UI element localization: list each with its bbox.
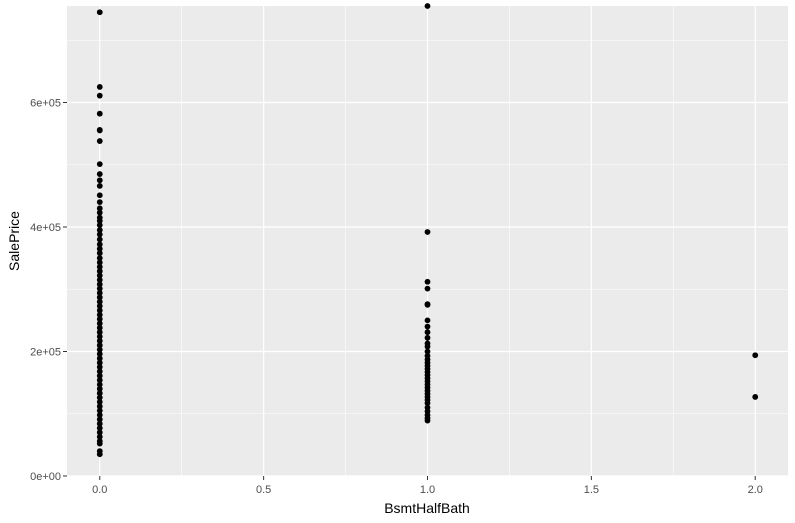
data-point: [96, 320, 103, 327]
data-point: [96, 255, 103, 262]
x-tick-label: 0.5: [256, 484, 271, 496]
data-point: [424, 317, 431, 324]
data-point: [96, 84, 103, 90]
data-point: [96, 403, 103, 410]
data-point: [96, 161, 103, 168]
data-point: [96, 316, 103, 323]
data-point: [96, 440, 103, 447]
data-point: [96, 433, 103, 440]
data-point: [96, 285, 103, 292]
data-point: [96, 222, 103, 229]
data-point: [96, 205, 103, 212]
data-point: [96, 209, 103, 216]
data-point: [96, 92, 103, 99]
data-point: [96, 231, 103, 238]
data-point: [424, 400, 431, 407]
data-point: [96, 259, 103, 266]
data-point: [96, 192, 103, 199]
data-point: [96, 245, 103, 252]
data-point: [96, 227, 103, 234]
data-points: [96, 3, 759, 458]
data-point: [96, 263, 103, 270]
data-point: [96, 290, 103, 296]
data-point: [96, 346, 103, 353]
data-point: [96, 412, 103, 418]
data-point: [96, 236, 103, 243]
data-point: [96, 303, 103, 309]
data-point: [96, 298, 103, 305]
y-tick-label: 2e+05: [30, 346, 61, 358]
y-tick-label: 0e+00: [30, 471, 61, 483]
data-point: [96, 368, 103, 375]
data-point: [424, 334, 431, 341]
data-point: [96, 329, 103, 336]
data-point: [424, 278, 431, 285]
data-point: [96, 420, 103, 427]
data-point: [96, 250, 103, 257]
data-point: [96, 399, 103, 405]
data-point: [96, 390, 103, 397]
data-point: [96, 377, 103, 384]
data-point: [96, 183, 103, 189]
data-point: [96, 277, 103, 283]
y-axis-title: SalePrice: [6, 211, 22, 271]
data-point: [424, 229, 431, 235]
x-axis: 0.0 0.5 1.0 1.5 2.0: [92, 476, 763, 496]
data-point: [752, 352, 759, 359]
data-point: [96, 416, 103, 423]
data-point: [96, 381, 103, 388]
data-point: [424, 348, 431, 355]
data-point: [96, 9, 103, 16]
data-point: [96, 324, 103, 331]
data-point: [96, 355, 103, 362]
data-point: [96, 351, 103, 357]
data-point: [96, 385, 103, 392]
y-tick-label: 6e+05: [30, 97, 61, 109]
data-point: [96, 429, 103, 436]
x-tick-label: 2.0: [748, 484, 763, 496]
data-point: [96, 394, 103, 401]
y-tick-label: 4e+05: [30, 222, 61, 234]
x-axis-title: BsmtHalfBath: [384, 500, 470, 516]
data-point: [424, 343, 431, 350]
y-axis: 0e+00 2e+05 4e+05 6e+05: [30, 97, 67, 483]
data-point: [96, 311, 103, 318]
data-point: [96, 333, 103, 340]
x-tick-label: 1.5: [584, 484, 599, 496]
x-tick-label: 0.0: [92, 484, 107, 496]
data-point: [96, 272, 103, 279]
data-point: [96, 294, 103, 301]
data-point: [96, 425, 103, 431]
data-point: [752, 394, 759, 400]
data-point: [424, 301, 431, 308]
x-tick-label: 1.0: [420, 484, 435, 496]
data-point: [424, 323, 431, 330]
data-point: [424, 3, 431, 9]
data-point: [96, 241, 103, 248]
data-point: [96, 342, 103, 349]
data-point: [424, 285, 431, 292]
data-point: [96, 451, 103, 458]
data-point: [96, 138, 103, 144]
data-point: [96, 359, 103, 366]
data-point: [96, 199, 103, 205]
data-point: [96, 338, 103, 344]
data-point: [96, 281, 103, 288]
data-point: [96, 177, 103, 184]
data-point: [96, 171, 103, 177]
data-point: [96, 307, 103, 314]
data-point: [96, 110, 103, 117]
data-point: [424, 329, 431, 336]
data-point: [96, 268, 103, 275]
data-point: [424, 417, 431, 424]
data-point: [96, 127, 103, 134]
data-point: [96, 364, 103, 370]
data-point: [96, 217, 103, 224]
data-point: [96, 407, 103, 414]
data-point: [96, 372, 103, 379]
